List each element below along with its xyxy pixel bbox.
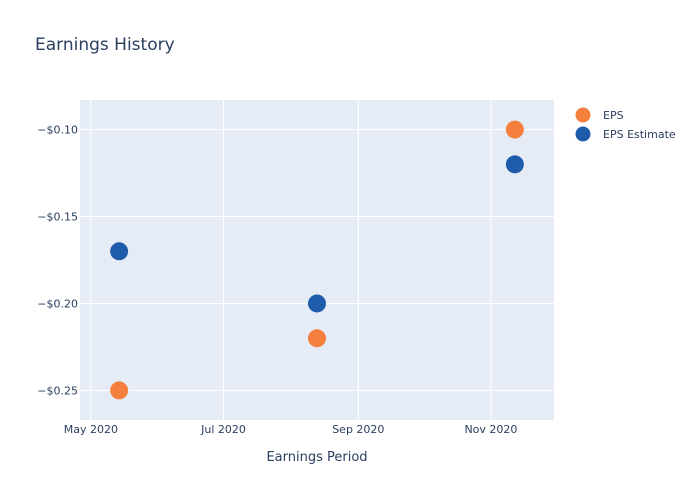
y-tick-label: −$0.15 bbox=[37, 211, 78, 224]
x-tick-label: Sep 2020 bbox=[332, 423, 384, 436]
eps-point[interactable] bbox=[505, 120, 524, 139]
legend-marker-eps[interactable] bbox=[575, 107, 591, 123]
eps-estimate-point[interactable] bbox=[505, 155, 524, 174]
eps-point[interactable] bbox=[110, 381, 129, 400]
y-tick-label: −$0.20 bbox=[37, 297, 78, 310]
eps-estimate-point[interactable] bbox=[110, 242, 129, 261]
eps-point[interactable] bbox=[308, 329, 326, 348]
legend-label-eps-estimate[interactable]: EPS Estimate bbox=[603, 128, 676, 141]
x-tick-label: Jul 2020 bbox=[200, 423, 246, 436]
eps-estimate-point[interactable] bbox=[308, 294, 326, 313]
legend-marker-eps-estimate[interactable] bbox=[575, 126, 591, 142]
x-axis-title: Earnings Period bbox=[266, 450, 367, 465]
x-tick-label: May 2020 bbox=[64, 423, 118, 436]
chart-title: Earnings History bbox=[35, 35, 175, 55]
y-tick-label: −$0.10 bbox=[37, 124, 78, 137]
x-tick-label: Nov 2020 bbox=[464, 423, 517, 436]
legend-label-eps[interactable]: EPS bbox=[603, 109, 624, 122]
plot-area bbox=[80, 100, 554, 420]
y-tick-label: −$0.25 bbox=[37, 384, 78, 397]
